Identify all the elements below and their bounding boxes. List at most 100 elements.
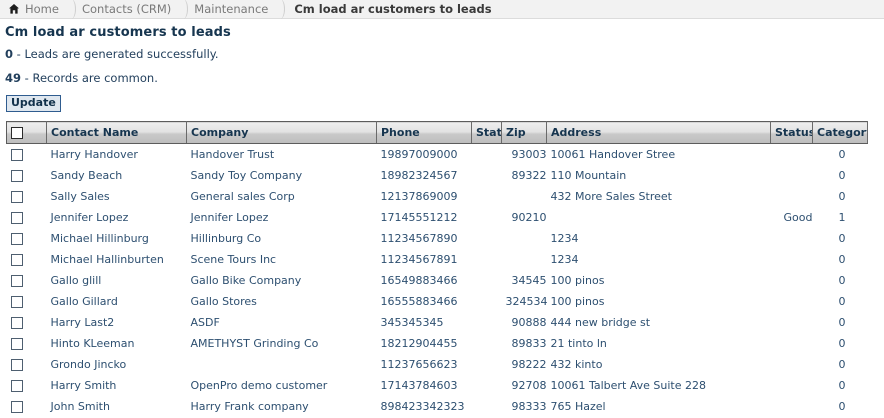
row-select-cell (7, 291, 47, 312)
table-row[interactable]: Gallo Gillard Gallo Stores 16555883466 3245… (7, 291, 868, 312)
cell-address: 100 pinos (550, 273, 605, 287)
row-select-cell (7, 186, 47, 207)
cell-category: 0 (838, 399, 846, 413)
table-row[interactable]: Michael Hallinburten Scene Tours Inc 11234… (7, 249, 868, 270)
table-row[interactable]: Michael Hillinburg Hillinburg Co 112345678… (7, 228, 868, 249)
leads-count: 0 (5, 47, 14, 61)
cell-category: 0 (838, 357, 846, 371)
cell-zip: 93003 (511, 147, 547, 161)
cell-name: Michael Hillinburg (50, 231, 149, 245)
table-row[interactable]: John Smith Harry Frank company 89842334232… (7, 396, 868, 417)
cell-zip: 92708 (511, 378, 547, 392)
page-title: Cm load ar customers to leads (5, 25, 231, 40)
column-header-category[interactable]: Category (812, 121, 868, 145)
row-checkbox[interactable] (10, 253, 23, 266)
cell-state (472, 270, 502, 291)
cell-company: AMETHYST Grinding Co (190, 336, 319, 350)
row-checkbox[interactable] (10, 169, 23, 182)
row-select-cell (7, 312, 47, 333)
table-row[interactable]: Harry Smith OpenPro demo customer 17143784… (7, 375, 868, 396)
row-checkbox[interactable] (10, 337, 23, 350)
cell-state (472, 228, 502, 249)
cell-phone: 16555883466 (380, 294, 458, 308)
table-header: Contact Name Company Phone State Zip Add… (6, 121, 868, 145)
table-row[interactable]: Gallo glill Gallo Bike Company 16549883466… (7, 270, 868, 291)
breadcrumb-separator-icon (68, 0, 79, 19)
cell-address: 444 new bridge st (550, 315, 651, 329)
cell-state (472, 186, 502, 207)
cell-phone: 17143784603 (380, 378, 458, 392)
row-checkbox[interactable] (10, 148, 23, 161)
cell-name: Gallo Gillard (50, 294, 118, 308)
cell-address: 21 tinto ln (550, 336, 607, 350)
cell-status (771, 270, 813, 291)
row-select-cell (7, 354, 47, 375)
breadcrumb-item-home[interactable]: Home (20, 0, 68, 19)
row-checkbox[interactable] (10, 274, 23, 287)
cell-state (472, 333, 502, 354)
table-body: Harry Handover Handover Trust 19897009000 9… (7, 144, 868, 417)
cell-category: 1 (838, 210, 846, 224)
cell-state (472, 375, 502, 396)
cell-company: Hillinburg Co (190, 231, 262, 245)
column-header-status[interactable]: Status (770, 121, 813, 145)
column-header-contact-name[interactable]: Contact Name (46, 121, 187, 145)
cell-zip: 324534 (505, 294, 547, 308)
column-header-phone[interactable]: Phone (376, 121, 472, 145)
table-row[interactable]: Harry Last2 ASDF 345345345 90888 444 new bri… (7, 312, 868, 333)
update-button[interactable]: Update (6, 95, 61, 113)
cell-company: Gallo Stores (190, 294, 257, 308)
cell-name: Sandy Beach (50, 168, 123, 182)
row-checkbox[interactable] (10, 295, 23, 308)
cell-company (187, 354, 377, 375)
row-checkbox[interactable] (10, 379, 23, 392)
breadcrumb-item-maintenance[interactable]: Maintenance (191, 0, 277, 19)
cell-zip: 98333 (511, 399, 547, 413)
breadcrumb-item-contacts-crm[interactable]: Contacts (CRM) (79, 0, 180, 19)
column-header-company[interactable]: Company (186, 121, 377, 145)
cell-name: Hinto KLeeman (50, 336, 135, 350)
table-row[interactable]: Harry Handover Handover Trust 19897009000 9… (7, 144, 868, 165)
cell-category: 0 (838, 147, 846, 161)
cell-company: OpenPro demo customer (190, 378, 328, 392)
cell-state (472, 354, 502, 375)
table-row[interactable]: Grondo Jincko 11237656623 98222 432 kinto 0 (7, 354, 868, 375)
cell-state (472, 207, 502, 228)
cell-category: 0 (838, 378, 846, 392)
row-select-cell (7, 375, 47, 396)
cell-status (771, 354, 813, 375)
cell-phone: 17145551212 (380, 210, 458, 224)
cell-phone: 898423342323 (380, 399, 465, 413)
column-header-address[interactable]: Address (546, 121, 771, 145)
cell-phone: 11234567890 (380, 231, 458, 245)
table-row[interactable]: Sandy Beach Sandy Toy Company 18982324567 8… (7, 165, 868, 186)
cell-name: Michael Hallinburten (50, 252, 164, 266)
row-checkbox[interactable] (10, 232, 23, 245)
cell-company: Gallo Bike Company (190, 273, 302, 287)
cell-category: 0 (838, 273, 846, 287)
cell-category: 0 (838, 294, 846, 308)
breadcrumb-separator-icon (180, 0, 191, 19)
row-checkbox[interactable] (10, 316, 23, 329)
status-message-leads: 0 - Leads are generated successfully. (5, 47, 884, 61)
row-checkbox[interactable] (10, 400, 23, 413)
records-count: 49 (5, 71, 22, 85)
cell-status: Good (783, 210, 813, 224)
table-row[interactable]: Sally Sales General sales Corp 12137869009… (7, 186, 868, 207)
select-all-checkbox[interactable] (11, 127, 23, 140)
cell-address (547, 207, 771, 228)
cell-status (771, 375, 813, 396)
column-header-state[interactable]: State (471, 121, 502, 145)
leads-message-text: - Leads are generated successfully. (13, 47, 219, 61)
table-row[interactable]: Hinto KLeeman AMETHYST Grinding Co 1821290… (7, 333, 868, 354)
table-row[interactable]: Jennifer Lopez Jennifer Lopez 17145551212 9… (7, 207, 868, 228)
cell-zip: 98222 (511, 357, 547, 371)
select-all-header (6, 121, 47, 145)
row-checkbox[interactable] (10, 211, 23, 224)
cell-status (771, 249, 813, 270)
row-checkbox[interactable] (10, 190, 23, 203)
records-message-text: - Records are common. (21, 71, 158, 85)
row-select-cell (7, 249, 47, 270)
row-checkbox[interactable] (10, 358, 23, 371)
column-header-zip[interactable]: Zip (501, 121, 547, 145)
